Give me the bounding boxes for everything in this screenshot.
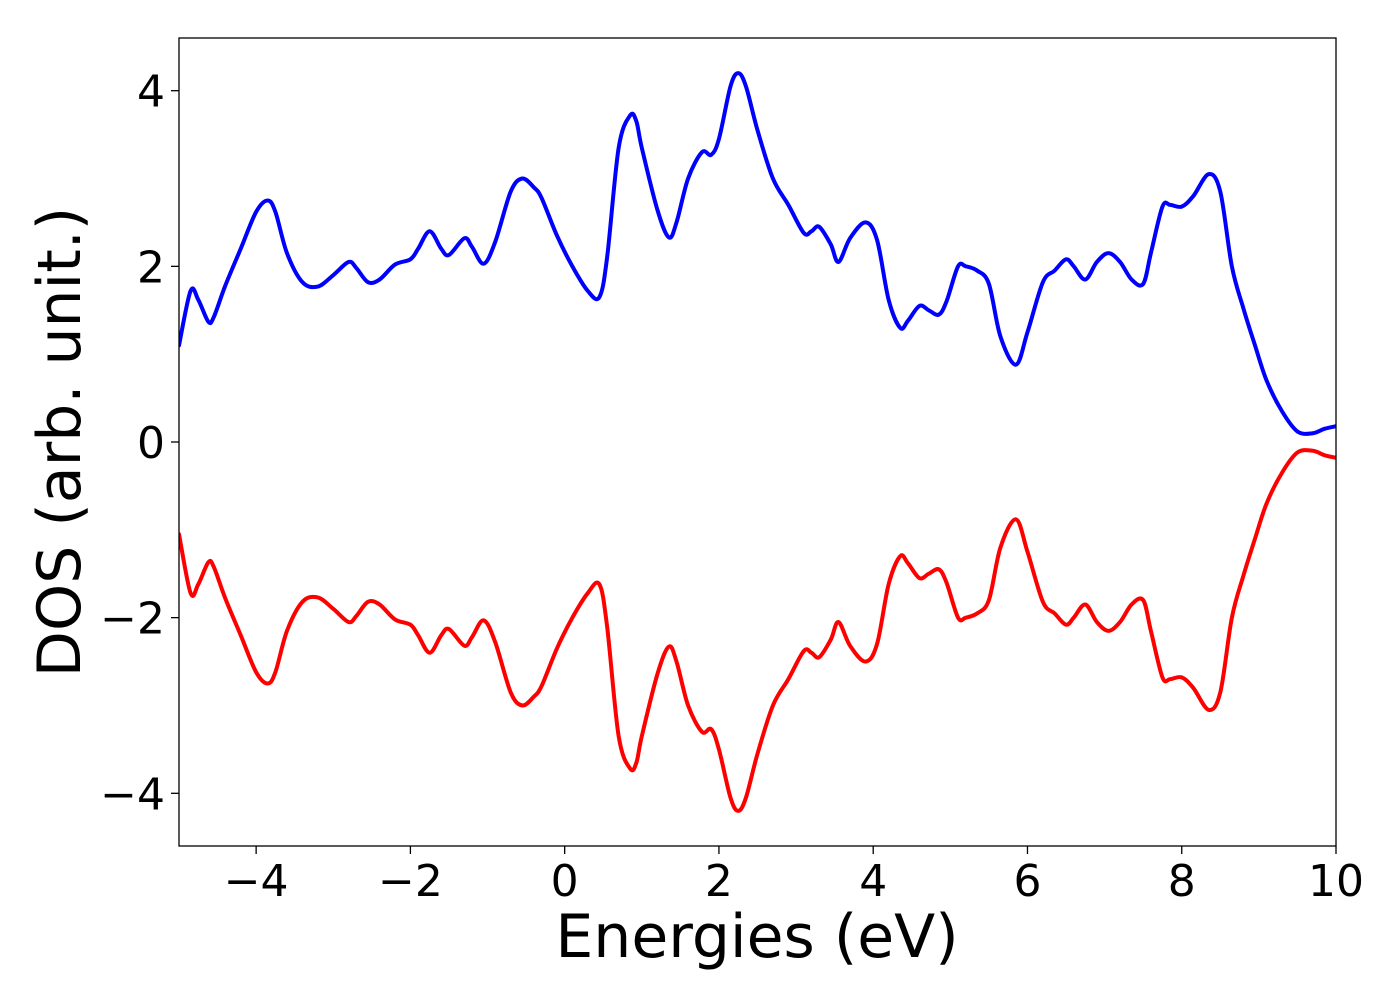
y-axis-ticks: −4 −2 0 2 4 (100, 67, 179, 820)
y-axis-label: DOS (arb. unit.) (25, 207, 95, 677)
x-axis-ticks: −4 −2 0 2 4 6 8 10 (224, 846, 1364, 907)
series-line-spin-up (179, 71, 1336, 436)
x-tick-label: 6 (1013, 856, 1041, 907)
y-tick-label: 0 (137, 418, 165, 469)
y-tick-label: 4 (137, 67, 165, 118)
x-tick-label: 4 (859, 856, 887, 907)
plot-background (179, 38, 1336, 846)
x-tick-label: −4 (224, 856, 289, 907)
x-tick-label: 10 (1308, 856, 1364, 907)
series-line-spin-down (179, 448, 1336, 813)
x-axis-label: Energies (eV) (555, 902, 958, 972)
y-tick-label: −4 (100, 769, 165, 820)
y-tick-label: −2 (100, 594, 165, 645)
y-tick-label: 2 (137, 242, 165, 293)
x-tick-label: 0 (551, 856, 579, 907)
x-tick-label: 8 (1168, 856, 1196, 907)
x-tick-label: −2 (378, 856, 443, 907)
series-layer (179, 71, 1336, 813)
x-tick-label: 2 (705, 856, 733, 907)
